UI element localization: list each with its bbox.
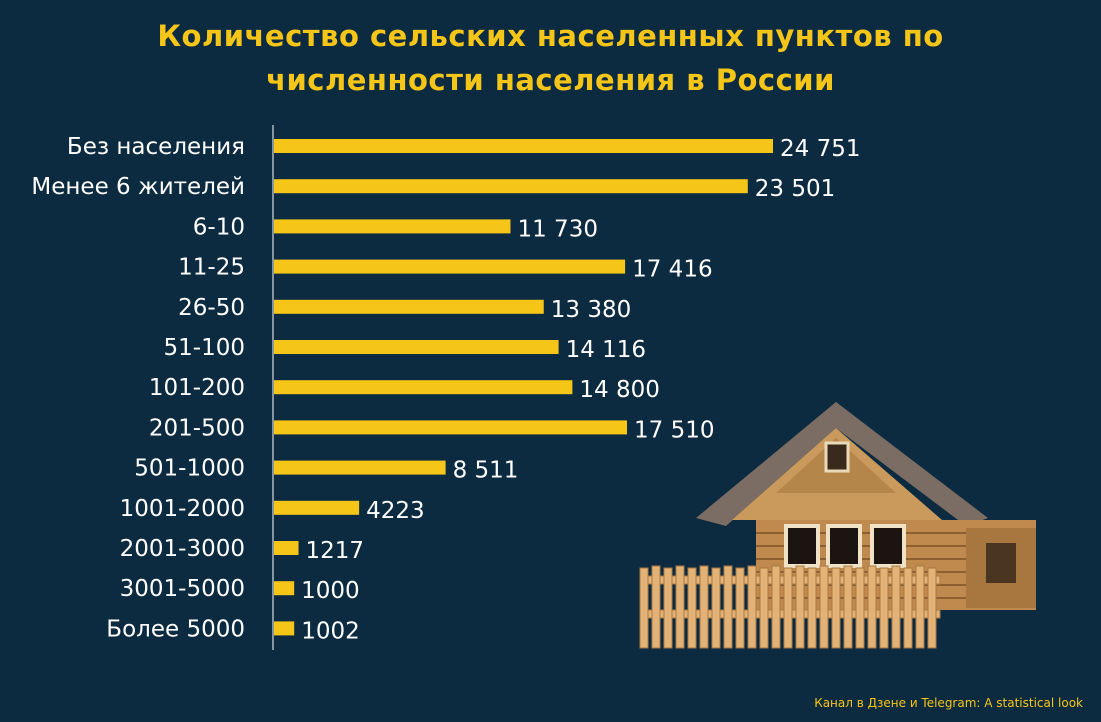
category-label: 101-200 [149,375,245,401]
category-label: 501-1000 [134,456,245,482]
chart-title: Количество сельских населенных пунктов п… [0,14,1101,102]
bar [274,541,299,555]
value-label: 14 800 [579,377,659,403]
wooden-house-icon [639,402,1036,649]
category-label: 51-100 [164,335,245,361]
value-label: 14 116 [566,337,646,363]
category-label: 11-25 [178,255,245,281]
bar [274,299,544,314]
value-label: 1217 [306,538,365,564]
value-label: 17 416 [632,257,712,283]
bar [274,581,295,596]
value-label: 1002 [301,618,360,644]
bar [274,380,573,395]
bar [274,500,360,515]
value-label: 1000 [301,578,360,604]
bar [274,420,628,435]
value-label: 8 511 [453,458,519,484]
value-label: 4223 [366,498,425,524]
category-label: Без населения [67,134,245,160]
category-label: 26-50 [178,295,245,321]
bar [274,219,511,234]
category-label: 6-10 [193,214,245,240]
chart-title-line-1: Количество сельских населенных пунктов п… [157,19,944,53]
attic-window-icon [824,441,850,473]
category-label: Более 5000 [106,616,245,642]
category-label: 2001-3000 [120,536,245,562]
category-label: 1001-2000 [120,496,245,522]
category-label: 201-500 [149,415,245,441]
footer-credit: Канал в Дзене и Telegram: A statistical … [814,696,1083,710]
category-label: Менее 6 жителей [31,174,245,200]
category-label: 3001-5000 [120,576,245,602]
windows-icon [784,524,906,568]
bar [274,460,446,475]
bar [274,139,773,153]
fence-icon [639,565,941,649]
value-label: 24 751 [780,136,860,162]
value-label: 17 510 [634,417,714,443]
value-label: 13 380 [551,297,631,323]
bar [274,340,559,354]
value-label: 23 501 [755,176,835,202]
roof-icon [696,402,988,526]
chart-title-line-2: численности населения в России [266,63,835,97]
bar [274,179,748,194]
porch-door-icon [986,543,1016,583]
bar [274,259,626,274]
value-label: 11 730 [517,216,597,242]
bar [274,621,295,636]
